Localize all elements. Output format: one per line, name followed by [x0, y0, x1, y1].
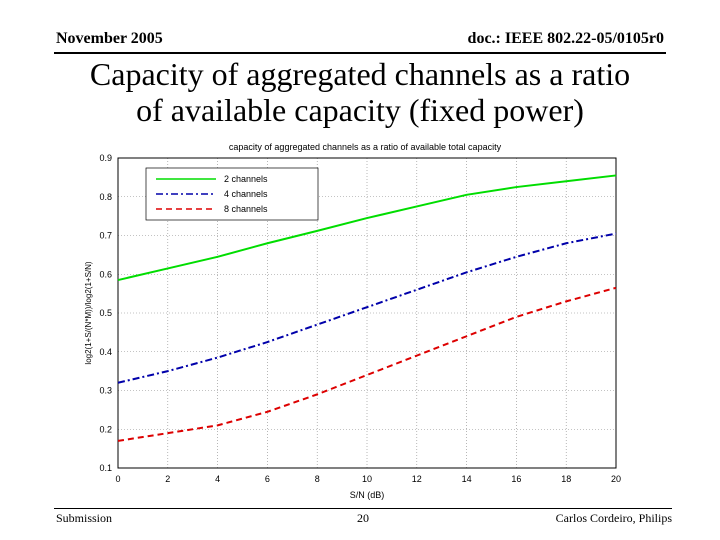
x-tick-label: 16 — [511, 474, 521, 484]
header-doc-id: doc.: IEEE 802.22-05/0105r0 — [467, 30, 664, 47]
x-tick-label: 18 — [561, 474, 571, 484]
y-axis-label: log2(1+S/(N*M))/log2(1+S/N) — [84, 261, 93, 364]
footer-page-number: 20 — [357, 511, 369, 525]
x-tick-label: 4 — [215, 474, 220, 484]
y-tick-label: 0.3 — [99, 386, 112, 396]
y-tick-label: 0.2 — [99, 424, 112, 434]
x-tick-labels: 0 2 4 6 8 10 12 14 16 18 20 — [115, 474, 621, 484]
legend: 2 channels 4 channels 8 channels — [145, 167, 319, 221]
x-tick-label: 12 — [412, 474, 422, 484]
series-line-1 — [117, 174, 617, 282]
slide-title-line2: of available capacity (fixed power) — [136, 92, 584, 128]
x-tick-label: 2 — [165, 474, 170, 484]
y-tick-label: 0.7 — [99, 231, 112, 241]
slide-header: November 2005 doc.: IEEE 802.22-05/0105r… — [54, 28, 666, 54]
series-lines — [117, 174, 617, 442]
footer-author: Carlos Cordeiro, Philips — [555, 511, 672, 525]
plot-frame — [117, 157, 617, 469]
x-axis-label: S/N (dB) — [350, 490, 385, 500]
legend-label: 4 channels — [224, 189, 268, 199]
x-tick-label: 20 — [611, 474, 621, 484]
header-date: November 2005 — [56, 30, 163, 47]
x-tick-label: 8 — [315, 474, 320, 484]
y-tick-label: 0.6 — [99, 269, 112, 279]
slide-footer: Submission 20 Carlos Cordeiro, Philips — [54, 508, 672, 531]
x-tick-label: 10 — [362, 474, 372, 484]
x-tick-label: 0 — [115, 474, 120, 484]
y-tick-label: 0.5 — [99, 308, 112, 318]
y-tick-label: 0.1 — [99, 463, 112, 473]
slide-title: Capacity of aggregated channels as a rat… — [20, 56, 700, 128]
chart-title: capacity of aggregated channels as a rat… — [229, 142, 502, 152]
series-line-2 — [117, 232, 617, 384]
legend-label: 8 channels — [224, 204, 268, 214]
y-tick-labels: 0.1 0.2 0.3 0.4 0.5 0.6 0.7 0.8 0.9 — [99, 153, 112, 473]
series-line-3 — [117, 286, 617, 442]
y-tick-label: 0.8 — [99, 192, 112, 202]
legend-label: 2 channels — [224, 174, 268, 184]
y-tick-label: 0.9 — [99, 153, 112, 163]
footer-submission: Submission — [56, 511, 113, 525]
capacity-ratio-chart: capacity of aggregated channels as a rat… — [84, 142, 621, 500]
slide-title-line1: Capacity of aggregated channels as a rat… — [89, 56, 631, 92]
x-tick-label: 6 — [265, 474, 270, 484]
x-tick-label: 14 — [462, 474, 472, 484]
y-tick-label: 0.4 — [99, 347, 112, 357]
